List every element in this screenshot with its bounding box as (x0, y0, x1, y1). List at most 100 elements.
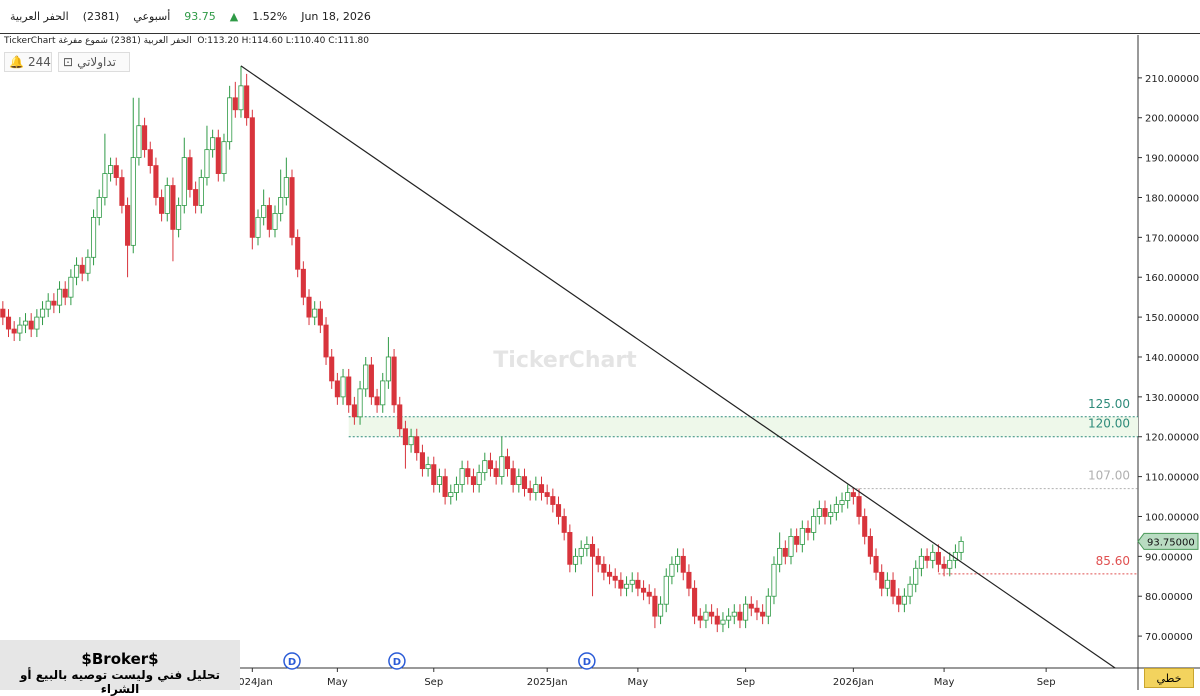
candle-body (5, 316, 12, 330)
event-label: D (288, 657, 296, 668)
candle-body (351, 404, 357, 418)
candle-body (397, 404, 403, 430)
candle-body (289, 177, 295, 238)
candle-body (221, 141, 227, 174)
y-tick-label: 80.00000 (1145, 592, 1193, 603)
candle-body (300, 268, 306, 298)
candle-body (493, 468, 499, 478)
candle-body (782, 547, 788, 557)
candle-body (941, 563, 947, 569)
x-tick-label: Sep (424, 677, 443, 688)
candle-body (930, 551, 936, 561)
candle-body (102, 173, 108, 198)
y-tick-label: 150.00000 (1145, 313, 1199, 324)
candle-body (760, 611, 766, 617)
candle-body (538, 484, 545, 493)
candle-body (748, 603, 754, 609)
candle-body (828, 512, 834, 517)
candle-body (873, 555, 879, 573)
candle-body (703, 611, 709, 621)
candle-body (136, 125, 142, 159)
candle-body (918, 555, 924, 569)
candle-body (334, 380, 340, 398)
event-marker (578, 652, 596, 670)
candle-body (799, 528, 805, 545)
period[interactable]: أسبوعي (133, 10, 171, 23)
watermark: TickerChart (493, 348, 637, 373)
candle-body (329, 356, 335, 382)
candle-body (612, 575, 618, 581)
symbol-name: الحفر العربية (10, 10, 69, 23)
alerts-count: 244 (27, 55, 51, 69)
candle-body (714, 615, 720, 625)
candle-body (204, 149, 210, 178)
candle-body (623, 583, 630, 589)
chart-mode[interactable]: خطي (1144, 668, 1194, 688)
candle-body (238, 85, 244, 111)
candle-body (56, 288, 63, 306)
candle-body (845, 492, 851, 501)
event-marker (388, 652, 406, 670)
candle-body (754, 607, 760, 613)
candle-body (510, 468, 516, 485)
candle-body (346, 376, 352, 406)
candle-body (856, 496, 862, 517)
candle-body (947, 559, 953, 569)
candle-body (675, 555, 681, 565)
candle-body (726, 615, 732, 621)
candle-body (896, 595, 902, 605)
candle-body (283, 177, 289, 198)
trades-label: تداولاتي (77, 55, 117, 69)
level-label: 107.00 (1088, 469, 1130, 483)
candle-body (709, 611, 715, 617)
legend-style: شموع مفرغة (58, 36, 108, 46)
y-tick-label: 180.00000 (1145, 193, 1199, 204)
candle-body (39, 308, 46, 318)
candle-body (686, 571, 692, 589)
candle-body (561, 516, 567, 533)
y-tick-label: 100.00000 (1145, 512, 1199, 523)
candle-body (850, 492, 856, 497)
candle-body (652, 595, 658, 617)
candle-body (261, 205, 267, 218)
candle-body (743, 603, 749, 621)
trades-badge[interactable]: ⊡ تداولاتي (58, 52, 130, 72)
candle-body (476, 472, 482, 485)
candle-body (913, 567, 919, 585)
candle-body (391, 356, 397, 406)
candle-body (527, 488, 533, 493)
trendline (240, 65, 1117, 668)
candle-body (125, 205, 131, 246)
candle-body (646, 591, 652, 597)
date: Jun 18, 2026 (301, 10, 371, 23)
candle-body (363, 364, 369, 390)
candle-body (669, 563, 675, 577)
candle-body (22, 320, 29, 326)
zone (348, 416, 1138, 437)
candle-body (504, 456, 511, 470)
candle-body (862, 516, 868, 537)
candle-body (130, 157, 136, 246)
candle-body (606, 571, 613, 577)
broker: $Broker$ (81, 650, 159, 668)
candle-body (482, 460, 488, 474)
y-tick-label: 200.00000 (1145, 114, 1199, 125)
candle-body (45, 300, 51, 310)
candle-body (618, 579, 624, 589)
candle-body (958, 541, 964, 553)
candle-body (255, 217, 261, 238)
candle-body (113, 165, 119, 178)
x-tick-label: May (934, 677, 955, 688)
candle-body (96, 197, 102, 218)
candle-body (572, 555, 579, 565)
candle-body (249, 117, 255, 238)
y-tick-label: 70.00000 (1145, 632, 1193, 643)
change: 1.52% (252, 10, 288, 23)
candle-body (408, 436, 414, 446)
header: الحفر العربية (2381) أسبوعي 93.75 ▲ 1.52… (0, 0, 1200, 34)
candle-body (890, 579, 896, 597)
event-marker (283, 652, 301, 670)
candle-body (737, 611, 743, 621)
y-tick-label: 110.00000 (1145, 473, 1199, 484)
alerts-badge[interactable]: 🔔 244 (4, 52, 52, 72)
